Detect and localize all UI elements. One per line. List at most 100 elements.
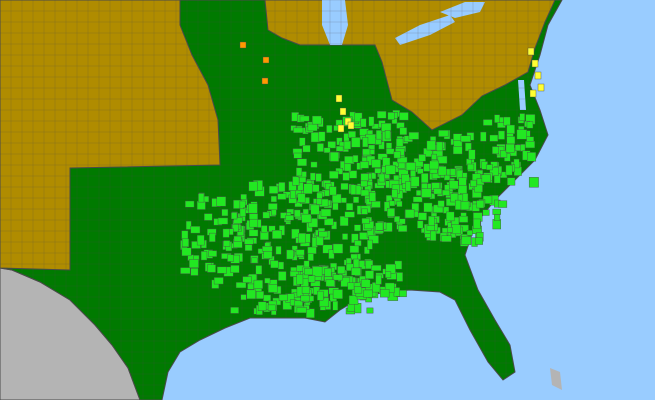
county-present [328,249,335,259]
county-present [198,193,205,203]
county-present [516,129,527,140]
county-present [190,268,199,276]
county-present [449,180,459,190]
county-yellow [531,59,539,68]
county-present [208,250,218,257]
county-present [446,211,455,222]
county-present [262,246,273,252]
county-present [332,289,343,299]
county-present [526,121,534,129]
county-present [361,218,370,224]
county-present [307,123,318,132]
county-present [476,200,485,209]
county-present [329,186,337,196]
county-present [239,208,246,217]
county-present [294,300,303,307]
county-present [391,189,398,198]
county-present [286,249,294,260]
county-present [396,200,403,207]
county-present [362,137,369,148]
county-yellow [527,47,535,56]
county-present [244,238,254,245]
county-present [380,289,390,298]
county-present [240,294,247,301]
county-present [387,208,395,217]
county-present [246,289,256,300]
county-present [467,163,475,171]
county-present [268,185,279,194]
county-present [436,141,443,152]
county-present [394,260,403,270]
county-yellow [347,121,355,130]
county-present [399,127,408,135]
county-present [385,271,392,278]
county-present [468,149,476,160]
county-present [196,235,205,246]
county-present [268,284,278,293]
county-present [429,160,439,170]
county-present [393,151,401,159]
county-present [221,208,229,217]
county-present [216,266,227,274]
county-present [244,244,253,251]
county-present [235,282,247,289]
county-present [316,198,323,205]
county-present [255,265,263,275]
county-present [418,154,426,162]
county-present [299,115,310,122]
county-present [505,164,513,176]
county-present [268,225,276,232]
county-present [295,249,305,256]
county-present [278,182,286,192]
county-yellow [335,94,343,103]
county-present [408,132,419,140]
county-present [259,230,269,241]
county-present [332,193,342,204]
county-present [410,176,420,187]
county-present [437,166,447,176]
county-present [470,179,477,187]
county-present [316,143,324,152]
county-present [346,202,354,211]
county-present [253,279,263,289]
county-present [297,193,306,203]
county-present [412,196,423,203]
county-present [318,131,326,142]
county-present [343,140,352,150]
county-present [466,230,473,236]
county-present [433,188,443,195]
county-present [353,196,360,204]
county-present [344,211,355,218]
county-orange [261,77,269,85]
county-present [264,277,271,284]
county-present [505,143,515,153]
county-present [405,162,416,171]
county-present [204,213,213,221]
county-present [181,247,192,257]
county-present [301,213,312,223]
county-present [528,177,539,188]
county-present [262,211,270,219]
county-present [360,118,367,128]
county-present [393,287,400,297]
county-yellow [529,89,537,98]
county-present [371,159,381,168]
county-present [385,148,395,155]
county-present [363,289,373,298]
county-present [369,192,376,202]
county-present [249,218,259,228]
county-present [460,135,471,143]
county-present [318,231,329,238]
county-present [482,209,490,216]
county-present [217,217,229,225]
county-present [420,173,429,184]
county-present [500,150,508,158]
county-present [209,232,216,243]
county-present [473,218,481,230]
county-present [437,155,448,164]
county-present [426,225,435,231]
county-present [303,183,313,194]
county-present [374,168,382,174]
county-present [257,301,267,311]
county-present [349,245,360,253]
